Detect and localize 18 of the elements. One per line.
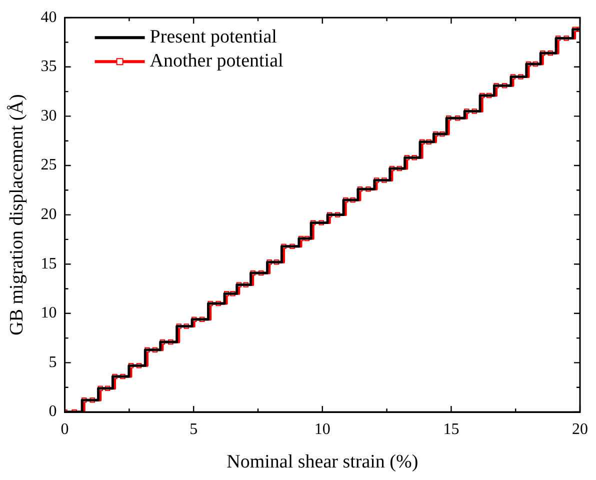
y-tick-label: 40 <box>40 8 57 26</box>
x-tick-label: 10 <box>314 420 330 438</box>
y-tick-label: 0 <box>48 403 57 420</box>
x-tick-label: 20 <box>572 420 588 438</box>
x-tick-label: 15 <box>443 420 460 438</box>
y-axis-title: GB migration displacement (Å) <box>6 94 28 336</box>
y-tick-label: 20 <box>40 206 57 224</box>
y-tick-label: 25 <box>40 156 57 174</box>
legend-label: Another potential <box>150 50 284 72</box>
x-tick-label: 0 <box>60 420 69 438</box>
x-tick-label: 5 <box>190 420 198 438</box>
legend-label: Present potential <box>150 26 277 48</box>
y-tick-label: 35 <box>40 58 57 76</box>
x-axis-title: Nominal shear strain (%) <box>226 452 418 473</box>
y-tick-label: 30 <box>40 107 57 124</box>
y-tick-label: 10 <box>40 304 57 322</box>
y-tick-label: 15 <box>40 255 57 272</box>
y-tick-label: 5 <box>48 354 57 371</box>
